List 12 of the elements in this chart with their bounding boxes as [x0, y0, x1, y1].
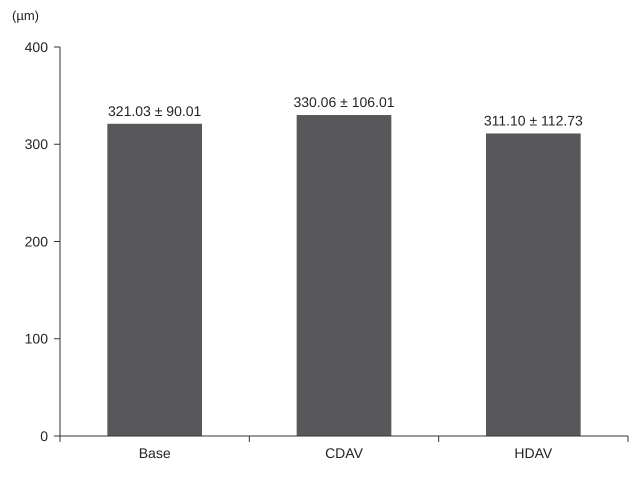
y-tick-label: 0: [40, 428, 48, 444]
y-tick-label: 400: [24, 38, 48, 55]
x-tick-label: HDAV: [514, 445, 553, 461]
data-label: 321.03 ± 90.01: [108, 102, 202, 119]
y-axis-title: (µm): [12, 8, 39, 23]
data-label: 330.06 ± 106.01: [293, 94, 395, 110]
x-tick-label: Base: [138, 445, 171, 461]
data-label: 311.10 ± 112.73: [484, 112, 584, 128]
y-tick-label: 100: [24, 330, 48, 347]
y-tick-label: 300: [24, 136, 48, 152]
x-tick-label: CDAV: [325, 445, 364, 461]
y-tick-label: 200: [24, 233, 48, 250]
